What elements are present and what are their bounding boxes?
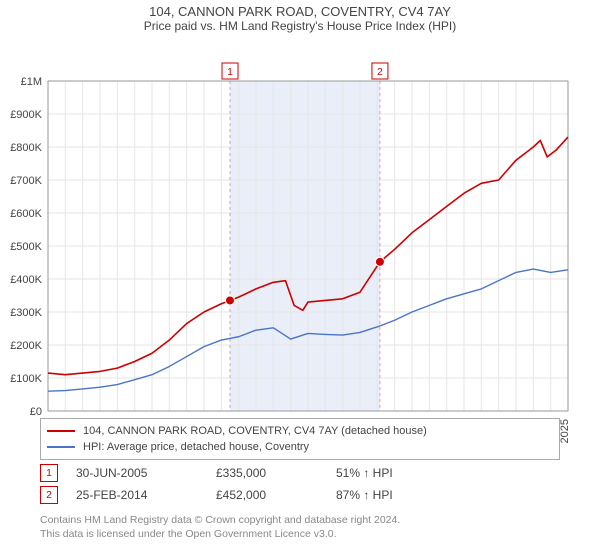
legend-row: HPI: Average price, detached house, Cove… [47, 439, 553, 455]
svg-text:£0: £0 [30, 406, 42, 418]
svg-text:£700K: £700K [10, 175, 42, 187]
event-delta: 51% ↑ HPI [336, 466, 496, 480]
svg-text:£500K: £500K [10, 241, 42, 253]
page-subtitle: Price paid vs. HM Land Registry's House … [0, 19, 600, 37]
svg-text:£200K: £200K [10, 340, 42, 352]
legend-swatch [47, 446, 75, 448]
svg-text:£600K: £600K [10, 208, 42, 220]
event-price: £452,000 [216, 488, 336, 502]
event-table: 1 30-JUN-2005£335,00051% ↑ HPI 2 25-FEB-201… [40, 462, 560, 506]
event-delta: 87% ↑ HPI [336, 488, 496, 502]
svg-text:2025: 2025 [559, 419, 571, 443]
event-date: 25-FEB-2014 [76, 488, 216, 502]
svg-text:£1M: £1M [21, 76, 42, 88]
event-row: 2 25-FEB-2014£452,00087% ↑ HPI [40, 484, 560, 506]
event-row: 1 30-JUN-2005£335,00051% ↑ HPI [40, 462, 560, 484]
page-title: 104, CANNON PARK ROAD, COVENTRY, CV4 7AY [0, 0, 600, 19]
svg-text:£300K: £300K [10, 307, 42, 319]
legend-label: 104, CANNON PARK ROAD, COVENTRY, CV4 7AY… [83, 425, 427, 437]
svg-text:1: 1 [227, 67, 233, 78]
legend: 104, CANNON PARK ROAD, COVENTRY, CV4 7AY… [40, 418, 560, 460]
footer: Contains HM Land Registry data © Crown c… [40, 514, 560, 541]
footer-line-2: This data is licensed under the Open Gov… [40, 528, 560, 542]
svg-text:£100K: £100K [10, 373, 42, 385]
svg-text:2: 2 [377, 67, 383, 78]
svg-text:£400K: £400K [10, 274, 42, 286]
event-badge: 1 [40, 464, 58, 482]
legend-label: HPI: Average price, detached house, Cove… [83, 441, 309, 453]
price-chart: £0 £100K £200K £300K £400K £500K £600K £700K £80… [0, 37, 600, 457]
event-price: £335,000 [216, 466, 336, 480]
footer-line-1: Contains HM Land Registry data © Crown c… [40, 514, 560, 528]
svg-text:£800K: £800K [10, 142, 42, 154]
event-badge: 2 [40, 486, 58, 504]
svg-text:£900K: £900K [10, 109, 42, 121]
legend-swatch [47, 430, 75, 432]
legend-row: 104, CANNON PARK ROAD, COVENTRY, CV4 7AY… [47, 423, 553, 439]
event-date: 30-JUN-2005 [76, 466, 216, 480]
